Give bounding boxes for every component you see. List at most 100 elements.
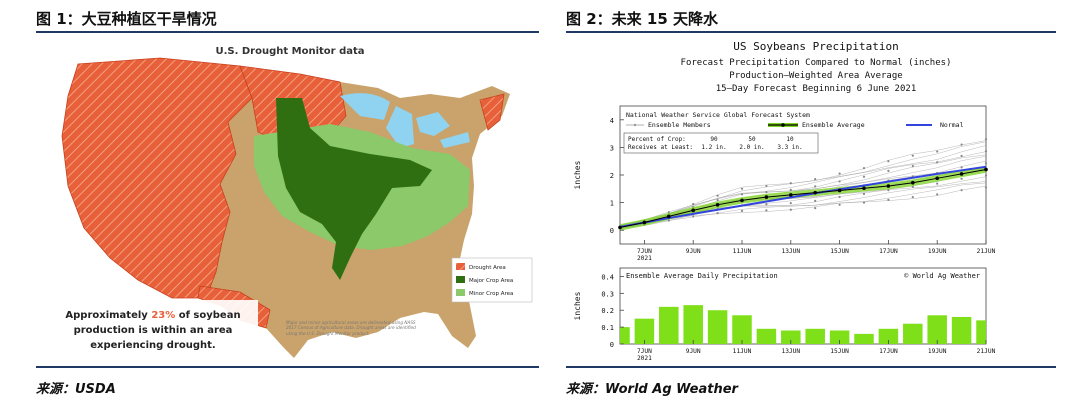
bottom-ytick-label: 0.4 [601,273,614,281]
precip-chart-panel: US Soybeans Precipitation Forecast Preci… [566,36,1056,364]
percent-row1-label: Percent of Crop: [628,136,686,143]
ensemble-member-point [936,182,939,185]
ensemble-member-point [789,208,792,211]
ensemble-member-point [984,174,988,177]
great-lakes [340,93,470,148]
chart-title: US Soybeans Precipitation [733,40,899,53]
top-plot-series [618,165,988,231]
daily-precip-bar [781,330,801,344]
daily-precip-bar [927,315,947,344]
percent-row2-label: Receives at Least: [628,144,693,151]
ensemble-member-point [838,172,841,175]
ensemble-member-point [984,162,988,165]
annotation-line-3: experiencing drought. [90,340,215,351]
map-legend: Drought Area Major Crop Area Minor Crop … [451,257,533,303]
map-heading: U.S. Drought Monitor data [215,46,364,57]
percent-row1-val1: 90 [710,136,718,143]
daily-precip-bar [634,318,655,344]
daily-precip-bar [659,306,679,344]
ensemble-member-point [814,185,817,188]
ensemble-average-line [619,168,987,228]
daily-precip-bar [620,327,630,344]
percent-row2-val3: 3.3 in. [777,144,802,151]
bottom-ytick-label: 0.2 [601,307,614,315]
figure-2-bottom-rule [566,366,1056,368]
top-xtick-label: 21JUN [977,248,996,255]
figure-2-top-rule [566,31,1056,33]
top-year-label: 2021 [637,255,652,262]
ensemble-member-point [838,180,841,183]
ensemble-member-point [716,194,719,197]
ensemble-member-point [960,177,963,180]
top-xtick-label: 19JUN [928,248,947,255]
ensemble-member-point [740,187,744,190]
daily-precip-bar [878,328,899,344]
ensemble-average-point [935,176,939,181]
drought-annotation: Approximately 23% of soybean production … [48,300,258,358]
figure-1-bottom-rule [36,366,539,368]
ensemble-member-point [838,203,841,206]
ensemble-member-line [619,181,987,229]
ensemble-average-point [911,180,915,185]
ensemble-average-point [837,188,842,193]
bottom-plot-title: Ensemble Average Daily Precipitation [626,272,778,280]
legend-avg-marker [781,123,785,127]
ensemble-average-point [813,190,817,195]
bottom-ytick-label: 0.1 [601,324,614,332]
chart-subtitle-2: Production–Weighted Area Average [729,71,902,81]
daily-precip-bar [707,310,728,344]
top-ytick-label: 1 [610,200,614,208]
ensemble-member-point [814,199,817,202]
major-crop-area [276,98,432,280]
top-ylabel: inches [573,160,582,189]
ensemble-member-point [936,161,939,164]
top-xtick-label: 7JUN [637,248,652,255]
bottom-year-label: 2021 [637,355,652,362]
ensemble-member-line [619,185,987,228]
bottom-xtick-label: 21JUN [977,348,996,355]
daily-precip-bar [854,333,874,344]
legend-swatch-major-crop [456,276,465,283]
bottom-plot-credit: © World Ag Weather [904,272,980,280]
figure-2-source: 来源：World Ag Weather [566,382,738,397]
ensemble-member-point [911,185,914,188]
ensemble-member-point [667,219,670,222]
map-footnote: Major and minor agricultural areas are d… [286,320,416,336]
daily-precip-bar [829,330,850,344]
annotation-line-2: production is within an area [74,325,233,336]
daily-precip-bar [976,320,986,344]
ensemble-average-point [618,225,622,230]
bottom-xtick-label: 9JUN [686,348,701,355]
daily-precip-bar [732,315,752,344]
figure-2-title: 图 2：未来 15 天降水 [566,10,718,28]
bottom-xtick-label: 7JUN [637,348,652,355]
drought-area-northeast [479,93,505,131]
ensemble-member-point [887,189,890,192]
figure-1-top-rule [36,31,539,33]
legend-members-label: Ensemble Members [648,121,711,129]
ensemble-member-point [960,154,963,158]
ensemble-member-point [765,184,768,188]
chart-subtitle-3: 15–Day Forecast Beginning 6 June 2021 [716,84,916,94]
chart-subtitle-1: Forecast Precipitation Compared to Norma… [681,58,952,68]
top-plot-legend: National Weather Service Global Forecast… [623,111,964,154]
top-ytick-label: 0 [610,227,614,235]
ensemble-member-point [862,192,866,196]
top-xtick-label: 15JUN [830,248,849,255]
top-xtick-label: 11JUN [733,248,752,255]
ensemble-member-point [960,143,963,146]
ensemble-average-band [620,166,986,231]
ensemble-member-point [692,215,695,218]
ensemble-member-point [960,166,963,169]
ensemble-average-point [789,193,793,197]
daily-precip-bar [805,328,825,344]
ensemble-member-point [984,186,988,189]
ensemble-member-point [765,209,768,212]
legend-members-marker [633,123,637,127]
legend-swatch-minor-crop [456,289,465,296]
legend-normal-label: Normal [940,121,964,129]
top-xtick-label: 13JUN [781,248,800,255]
bottom-ytick-label: 0 [610,341,614,349]
bottom-xtick-label: 11JUN [733,348,752,355]
ensemble-member-point [789,188,792,192]
